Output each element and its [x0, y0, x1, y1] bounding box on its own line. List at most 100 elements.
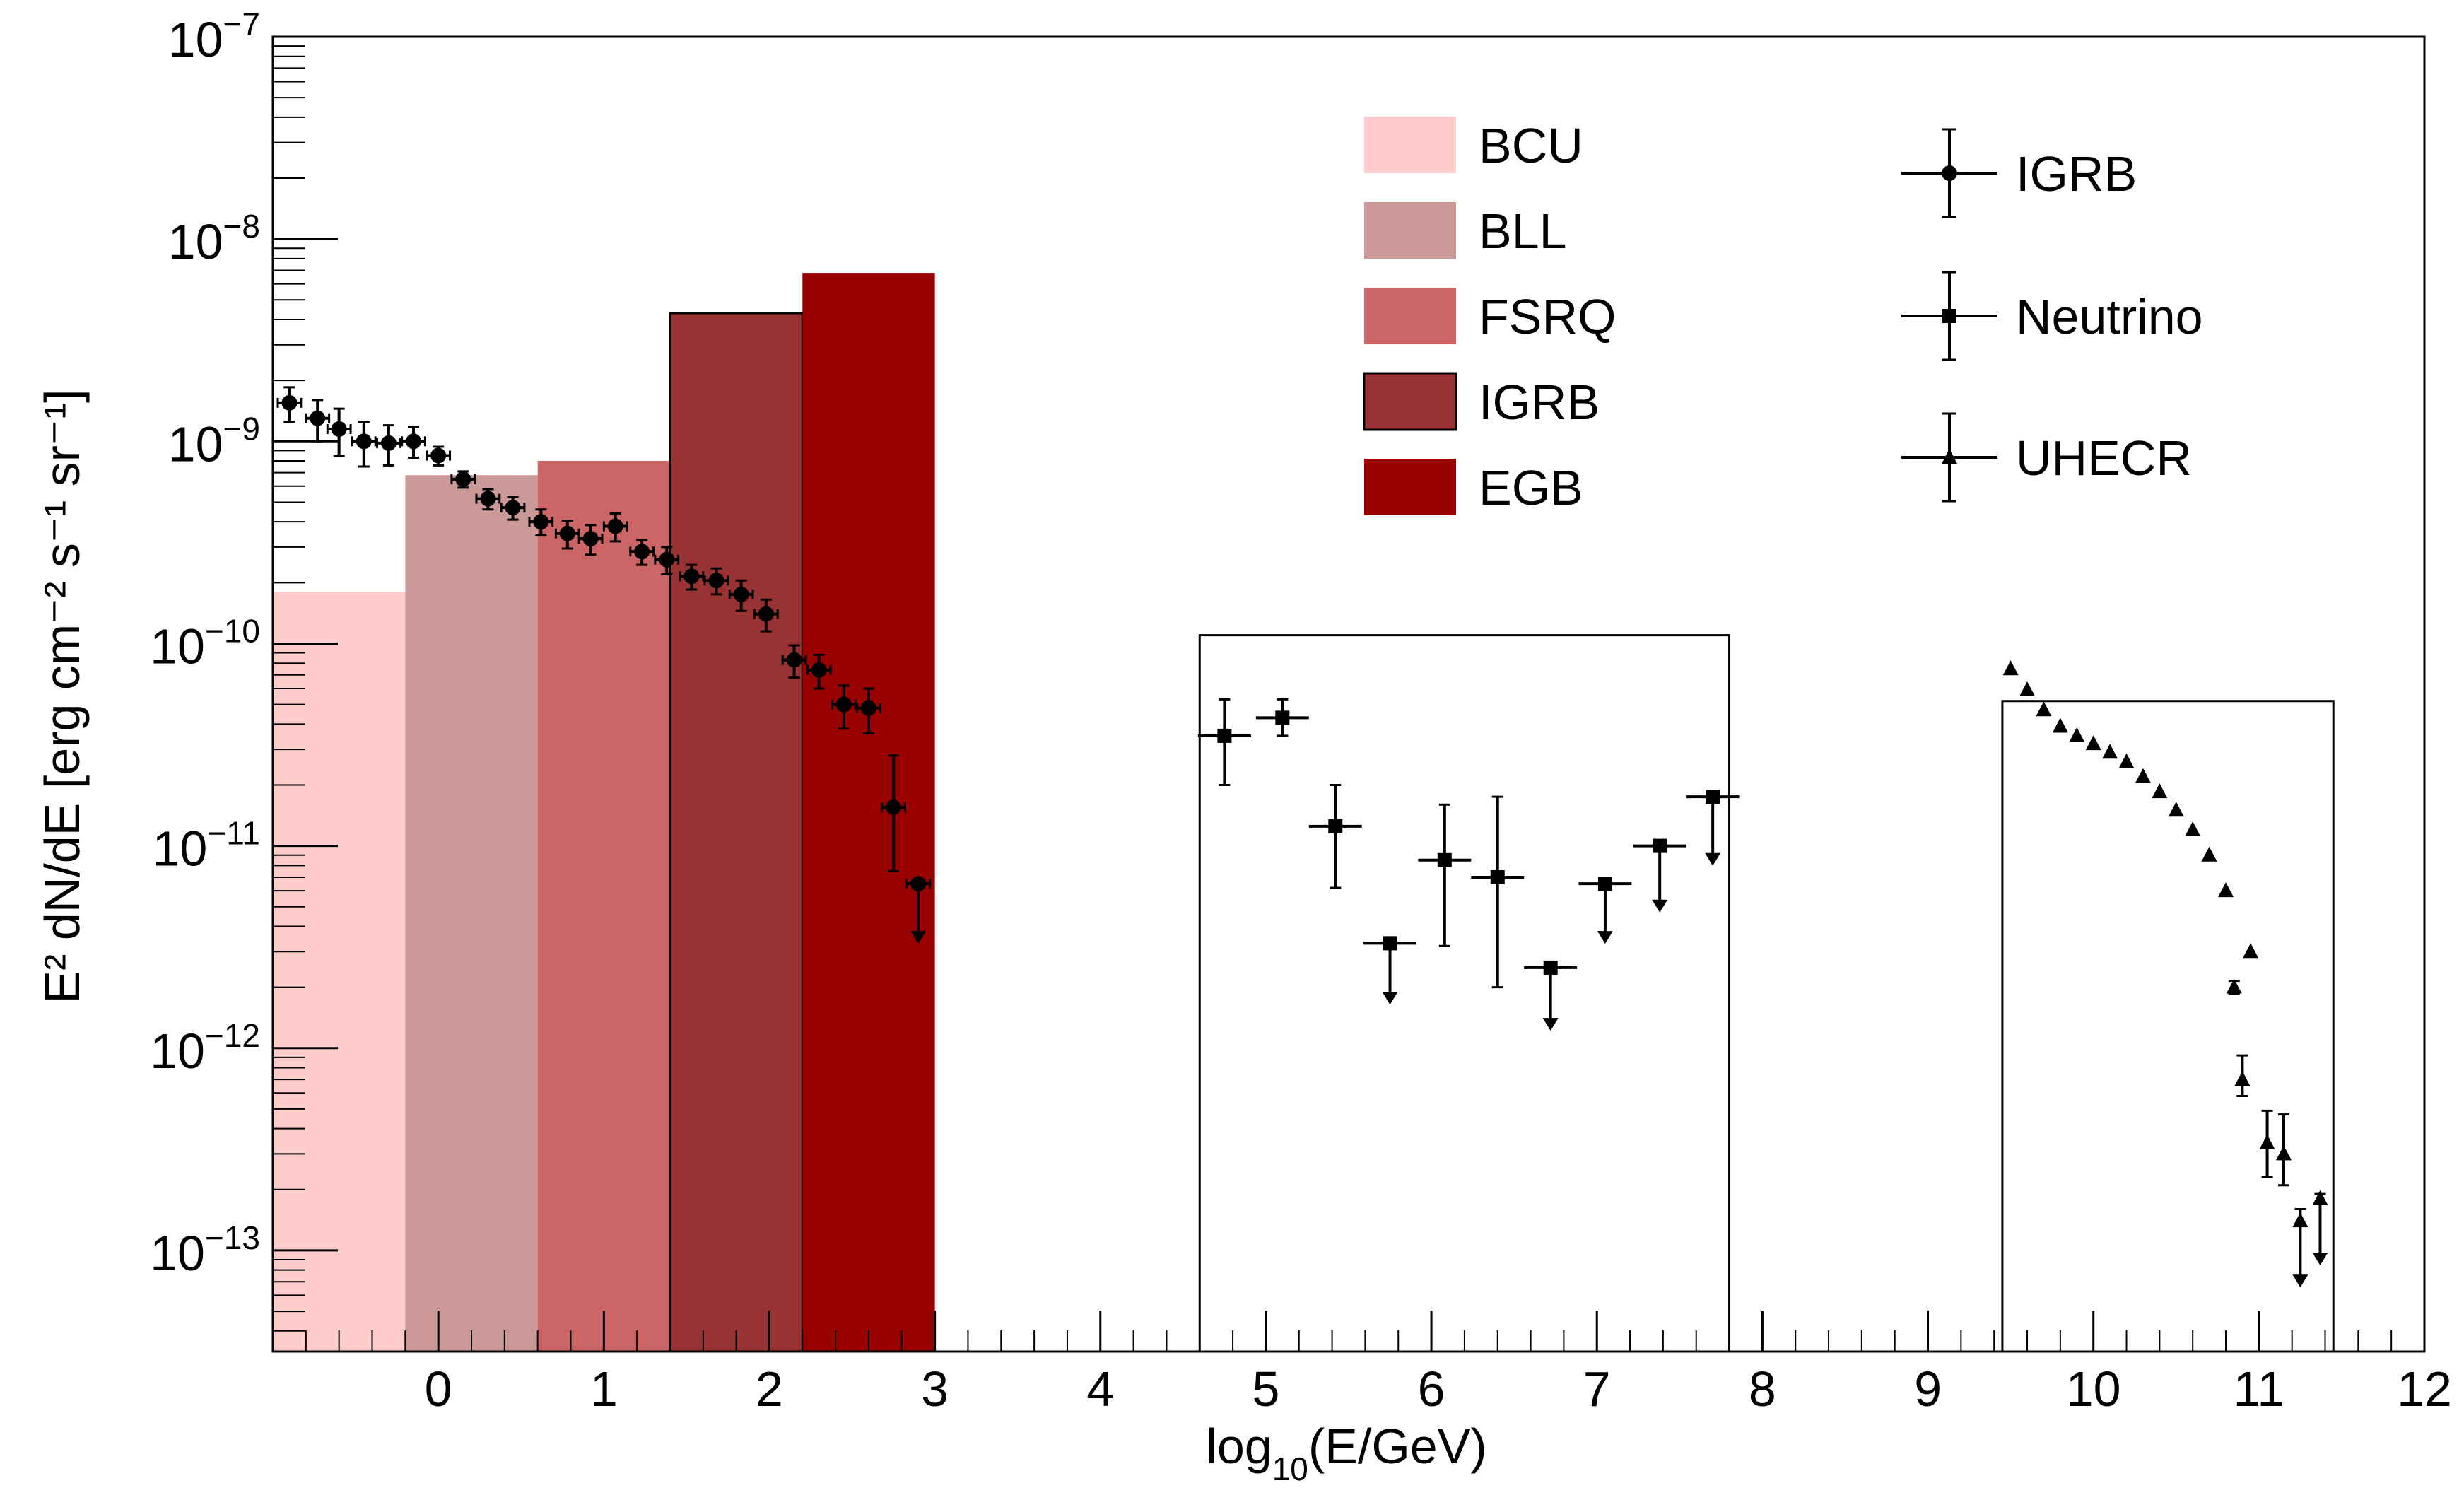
x-axis-label-subscript: 10	[1272, 1451, 1308, 1487]
neutrino-marker	[1275, 710, 1290, 725]
uhecr-marker	[2036, 701, 2052, 717]
igrb-point-1	[305, 399, 331, 443]
igrb-marker	[310, 410, 326, 426]
igrb-point-20	[781, 644, 807, 679]
legend-label-neutrino: Neutrino	[2016, 289, 2203, 344]
uhecr-marker	[2218, 882, 2234, 898]
uhecr-marker	[2234, 1071, 2251, 1086]
x-tick-label: 10	[2066, 1361, 2121, 1417]
series-uhecr	[2002, 660, 2328, 1288]
legend-swatch-fsrq	[1364, 288, 1456, 344]
igrb-point-10	[528, 508, 554, 537]
upper-limit-arrow-icon	[1705, 852, 1721, 866]
y-tick-exponent: −11	[207, 815, 260, 852]
igrb-marker	[559, 525, 575, 541]
neutrino-marker	[1437, 852, 1452, 867]
uhecr-marker	[2102, 744, 2118, 759]
uhecr-marker	[2226, 978, 2242, 994]
uhecr-point-20	[2312, 1190, 2328, 1266]
series-layer	[276, 386, 2328, 1288]
uhecr-marker	[2275, 1145, 2292, 1161]
igrb-point-5	[401, 426, 426, 459]
neutrino-marker	[1383, 936, 1397, 951]
neutrino-marker	[1597, 877, 1612, 891]
legend-swatch-egb	[1364, 459, 1456, 515]
neutrino-point-9	[1686, 790, 1740, 866]
y-tick-label: 10−12	[150, 1017, 260, 1079]
neutrino-point-5	[1471, 795, 1525, 989]
bar-fsrq	[537, 461, 670, 1352]
uhecr-marker	[2312, 1190, 2328, 1205]
x-axis: 0 1 2 3 4 5 6 7 8 9 10 11 12	[305, 1311, 2452, 1417]
x-tick-label: 8	[1749, 1361, 1776, 1417]
legend-label-bll: BLL	[1479, 204, 1567, 259]
uhecr-point-9	[2152, 783, 2168, 799]
upper-limit-arrow-icon	[910, 931, 927, 944]
x-tick-label: 4	[1086, 1361, 1114, 1417]
igrb-marker	[811, 662, 827, 678]
uhecr-marker	[2243, 943, 2259, 959]
x-axis-label: log10(E/GeV)	[1206, 1419, 1486, 1487]
bar-igrb	[669, 312, 804, 1353]
uhecr-point-7	[2118, 753, 2135, 768]
igrb-point-0	[276, 386, 303, 423]
legend-circle-icon	[1942, 165, 1957, 181]
x-tick-label: 7	[1583, 1361, 1611, 1417]
uhecr-marker	[2069, 727, 2085, 742]
neutrino-marker	[1706, 790, 1720, 804]
neutrino-marker	[1328, 819, 1343, 833]
igrb-point-21	[806, 653, 832, 690]
uhecr-marker	[2085, 735, 2101, 751]
legend-square-icon	[1942, 309, 1956, 323]
igrb-point-9	[500, 496, 526, 521]
igrb-point-25	[905, 876, 932, 944]
upper-limit-arrow-icon	[2312, 1253, 2328, 1266]
y-tick-label: 10−10	[150, 612, 260, 674]
uhecr-marker	[2168, 802, 2184, 817]
y-tick-exponent: −10	[205, 612, 260, 649]
y-tick-base: 10	[168, 214, 223, 269]
bar-egb	[802, 273, 935, 1352]
igrb-point-4	[376, 424, 401, 467]
igrb-marker	[835, 696, 852, 713]
uhecr-point-16	[2234, 1054, 2251, 1097]
uhecr-marker	[2201, 846, 2217, 862]
x-tick-label: 6	[1418, 1361, 1445, 1417]
igrb-point-22	[831, 684, 857, 730]
legend-marker-neutrino	[1901, 271, 1997, 361]
uhecr-marker	[2185, 821, 2201, 836]
neutrino-point-4	[1418, 803, 1472, 947]
y-tick-base: 10	[150, 1024, 205, 1079]
uhecr-point-3	[2052, 717, 2068, 733]
upper-limit-arrow-icon	[1542, 1018, 1559, 1031]
igrb-marker	[331, 421, 347, 437]
legend-triangle-icon	[1942, 449, 1957, 464]
legend-swatch-igrb	[1363, 372, 1457, 431]
uhecr-point-18	[2275, 1113, 2292, 1187]
y-tick-base: 10	[168, 12, 223, 67]
igrb-marker	[455, 471, 471, 487]
y-tick-exponent: −8	[223, 208, 260, 245]
legend-label-igrb: IGRB	[2016, 146, 2137, 201]
x-tick-label: 3	[921, 1361, 949, 1417]
neutrino-point-6	[1524, 960, 1578, 1031]
igrb-marker	[430, 447, 447, 464]
igrb-marker	[281, 394, 298, 411]
legend-marker-uhecr	[1901, 412, 1997, 503]
igrb-point-12	[577, 524, 604, 556]
x-tick-label: 2	[756, 1361, 783, 1417]
uhecr-point-19	[2292, 1208, 2308, 1288]
legend-label-igrb: IGRB	[1479, 375, 1600, 430]
igrb-point-14	[629, 539, 655, 566]
y-tick-exponent: −12	[205, 1017, 260, 1054]
y-tick-exponent: −13	[205, 1219, 260, 1256]
upper-limit-arrow-icon	[1652, 899, 1668, 913]
uhecr-point-5	[2085, 735, 2101, 751]
igrb-marker	[708, 573, 724, 589]
uhecr-marker	[2259, 1134, 2275, 1149]
igrb-marker	[634, 544, 650, 560]
uhecr-point-4	[2069, 727, 2085, 742]
igrb-point-13	[602, 512, 628, 543]
legend-marker-igrb	[1901, 128, 1997, 218]
